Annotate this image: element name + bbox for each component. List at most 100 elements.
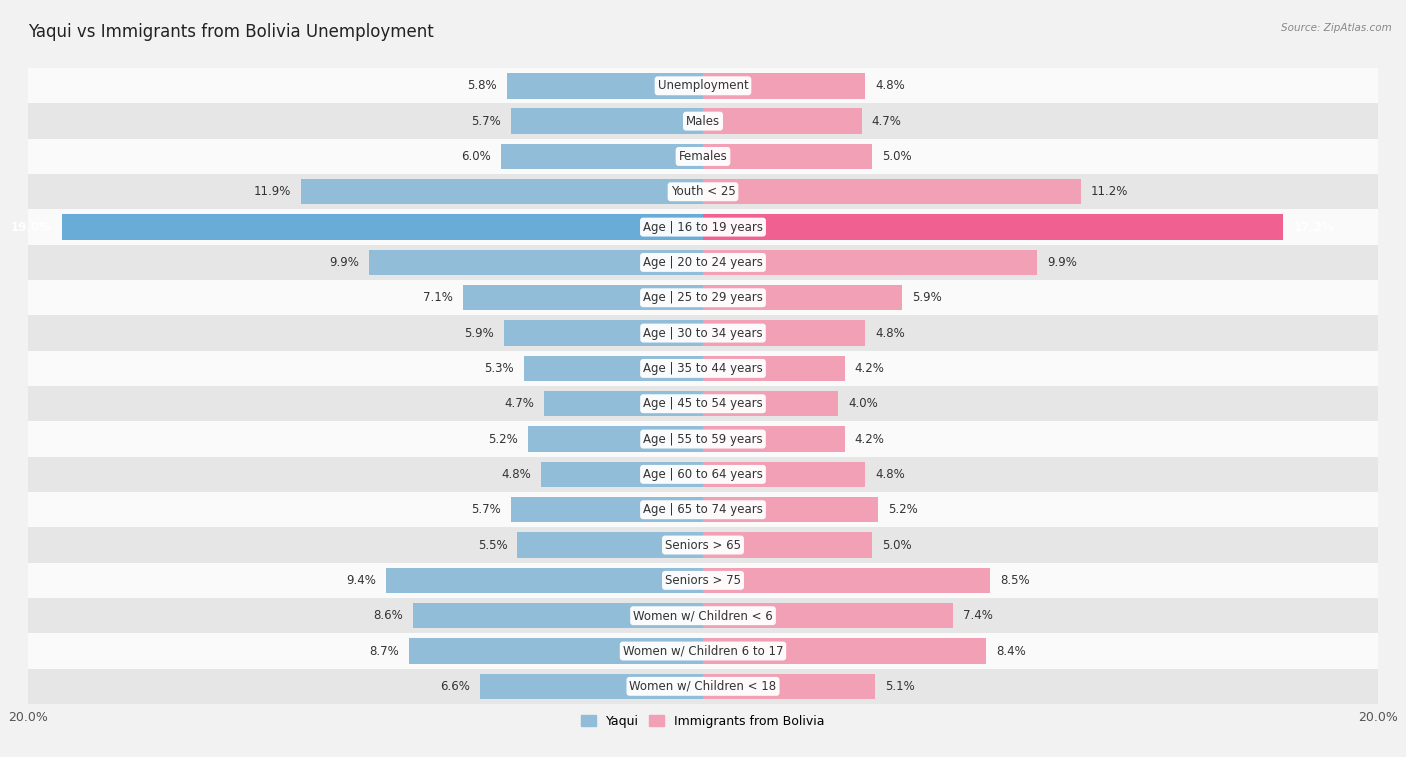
Text: 17.2%: 17.2% [1294, 220, 1334, 234]
Text: Age | 25 to 29 years: Age | 25 to 29 years [643, 291, 763, 304]
Bar [28, 456, 1378, 492]
Text: 4.8%: 4.8% [875, 468, 905, 481]
Bar [703, 285, 903, 310]
Text: Age | 35 to 44 years: Age | 35 to 44 years [643, 362, 763, 375]
Text: Age | 20 to 24 years: Age | 20 to 24 years [643, 256, 763, 269]
Bar [28, 386, 1378, 422]
Text: Yaqui vs Immigrants from Bolivia Unemployment: Yaqui vs Immigrants from Bolivia Unemplo… [28, 23, 434, 41]
Bar [508, 73, 703, 98]
Bar [28, 104, 1378, 139]
Bar [28, 598, 1378, 634]
Text: Youth < 25: Youth < 25 [671, 185, 735, 198]
Text: 6.6%: 6.6% [440, 680, 470, 693]
Bar [703, 108, 862, 134]
Text: 8.7%: 8.7% [370, 644, 399, 658]
Text: 7.4%: 7.4% [963, 609, 993, 622]
Text: 4.2%: 4.2% [855, 362, 884, 375]
Text: 5.9%: 5.9% [912, 291, 942, 304]
Text: Seniors > 75: Seniors > 75 [665, 574, 741, 587]
Text: 11.9%: 11.9% [254, 185, 291, 198]
Bar [703, 532, 872, 558]
Bar [703, 250, 1038, 275]
Bar [28, 492, 1378, 528]
Bar [28, 210, 1378, 245]
Bar [385, 568, 703, 593]
Text: Women w/ Children < 18: Women w/ Children < 18 [630, 680, 776, 693]
Text: 4.7%: 4.7% [505, 397, 534, 410]
Bar [368, 250, 703, 275]
Bar [517, 532, 703, 558]
Text: 9.9%: 9.9% [329, 256, 359, 269]
Text: 4.2%: 4.2% [855, 432, 884, 446]
Text: Females: Females [679, 150, 727, 163]
Text: 5.7%: 5.7% [471, 114, 501, 128]
Bar [28, 245, 1378, 280]
Text: Age | 55 to 59 years: Age | 55 to 59 years [643, 432, 763, 446]
Bar [28, 634, 1378, 668]
Text: Seniors > 65: Seniors > 65 [665, 538, 741, 552]
Bar [703, 462, 865, 487]
Text: 8.4%: 8.4% [997, 644, 1026, 658]
Text: Age | 16 to 19 years: Age | 16 to 19 years [643, 220, 763, 234]
Bar [301, 179, 703, 204]
Text: 19.0%: 19.0% [11, 220, 52, 234]
Legend: Yaqui, Immigrants from Bolivia: Yaqui, Immigrants from Bolivia [576, 710, 830, 733]
Text: 8.5%: 8.5% [1000, 574, 1029, 587]
Bar [28, 174, 1378, 210]
Text: 5.3%: 5.3% [485, 362, 515, 375]
Text: Source: ZipAtlas.com: Source: ZipAtlas.com [1281, 23, 1392, 33]
Text: 5.5%: 5.5% [478, 538, 508, 552]
Bar [28, 422, 1378, 456]
Bar [28, 316, 1378, 350]
Bar [703, 391, 838, 416]
Bar [703, 73, 865, 98]
Text: Age | 60 to 64 years: Age | 60 to 64 years [643, 468, 763, 481]
Text: 5.9%: 5.9% [464, 326, 494, 340]
Text: Males: Males [686, 114, 720, 128]
Bar [28, 68, 1378, 104]
Text: 4.0%: 4.0% [848, 397, 877, 410]
Bar [62, 214, 703, 240]
Text: 5.0%: 5.0% [882, 150, 911, 163]
Bar [481, 674, 703, 699]
Text: 6.0%: 6.0% [461, 150, 491, 163]
Text: 4.8%: 4.8% [501, 468, 531, 481]
Bar [527, 426, 703, 452]
Text: Unemployment: Unemployment [658, 79, 748, 92]
Bar [703, 144, 872, 169]
Bar [501, 144, 703, 169]
Text: 8.6%: 8.6% [373, 609, 402, 622]
Bar [703, 638, 987, 664]
Bar [28, 528, 1378, 562]
Bar [703, 179, 1081, 204]
Text: 5.2%: 5.2% [889, 503, 918, 516]
Text: 5.1%: 5.1% [886, 680, 915, 693]
Bar [703, 320, 865, 346]
Text: 9.4%: 9.4% [346, 574, 375, 587]
Bar [413, 603, 703, 628]
Text: 4.7%: 4.7% [872, 114, 901, 128]
Bar [409, 638, 703, 664]
Text: 9.9%: 9.9% [1047, 256, 1077, 269]
Text: 4.8%: 4.8% [875, 79, 905, 92]
Text: Age | 30 to 34 years: Age | 30 to 34 years [643, 326, 763, 340]
Bar [703, 568, 990, 593]
Bar [28, 350, 1378, 386]
Bar [28, 668, 1378, 704]
Bar [703, 426, 845, 452]
Text: 5.8%: 5.8% [468, 79, 498, 92]
Bar [464, 285, 703, 310]
Bar [28, 562, 1378, 598]
Text: Age | 45 to 54 years: Age | 45 to 54 years [643, 397, 763, 410]
Text: 5.2%: 5.2% [488, 432, 517, 446]
Bar [703, 674, 875, 699]
Bar [541, 462, 703, 487]
Bar [703, 497, 879, 522]
Bar [703, 603, 953, 628]
Bar [503, 320, 703, 346]
Text: Women w/ Children < 6: Women w/ Children < 6 [633, 609, 773, 622]
Bar [510, 497, 703, 522]
Text: 11.2%: 11.2% [1091, 185, 1129, 198]
Bar [524, 356, 703, 381]
Text: Age | 65 to 74 years: Age | 65 to 74 years [643, 503, 763, 516]
